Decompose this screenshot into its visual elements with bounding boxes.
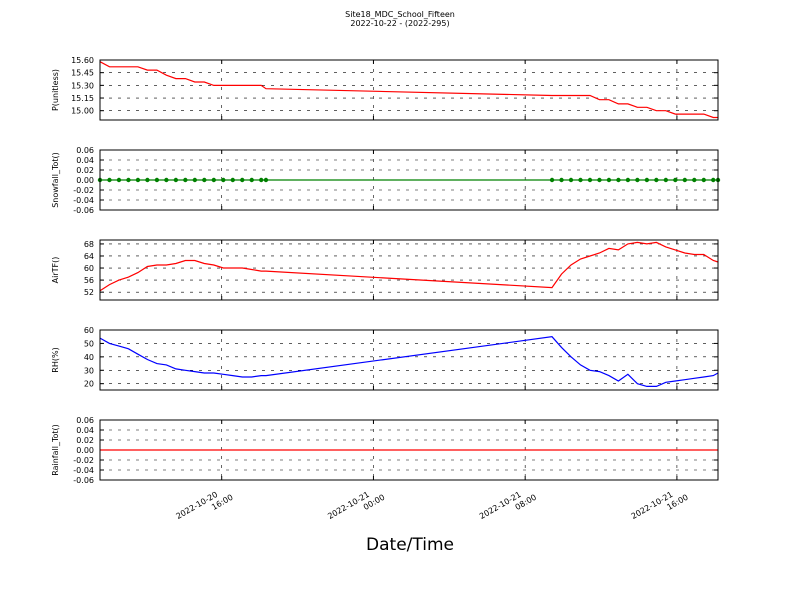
- y-tick-label: 0.06: [76, 416, 94, 425]
- y-tick-label: -0.06: [73, 476, 94, 485]
- data-point: [682, 177, 688, 183]
- y-axis-label: P(unitless): [51, 69, 60, 111]
- y-tick-label: -0.04: [73, 196, 94, 205]
- data-point: [616, 177, 621, 183]
- data-point: [559, 177, 564, 183]
- data-point: [116, 177, 122, 183]
- y-tick-label: 0.02: [76, 166, 94, 175]
- y-tick-label: 15.15: [71, 94, 94, 103]
- y-axis-label: Snowfall_Tot(): [51, 152, 60, 208]
- data-point: [249, 177, 254, 183]
- y-tick-label: 0.02: [76, 436, 94, 445]
- y-axis-label: Rainfall_Tot(): [51, 424, 60, 476]
- chart-title: Site18_MDC_School_Fifteen: [345, 10, 455, 19]
- data-point: [107, 177, 112, 183]
- data-point: [154, 177, 160, 183]
- y-tick-label: 52: [84, 288, 94, 297]
- data-point: [663, 177, 669, 183]
- y-tick-label: 40: [84, 353, 94, 362]
- plot-frame: [99, 59, 719, 121]
- plot-frame: [99, 329, 719, 391]
- y-tick-label: 50: [84, 339, 94, 348]
- data-line: [99, 61, 718, 119]
- data-point: [230, 177, 235, 183]
- y-tick-label: 0.04: [76, 156, 94, 165]
- data-point: [644, 177, 650, 183]
- y-tick-label: 56: [84, 276, 94, 285]
- y-tick-label: 60: [84, 264, 94, 273]
- y-tick-label: 68: [84, 240, 94, 249]
- data-point: [173, 177, 179, 183]
- chart-subtitle: 2022-10-22 - (2022-295): [350, 19, 449, 28]
- data-point: [701, 177, 706, 183]
- plot-frame: [99, 419, 719, 481]
- y-tick-label: -0.02: [73, 456, 94, 465]
- data-point: [126, 177, 131, 183]
- data-point: [211, 177, 217, 183]
- data-point: [549, 177, 555, 183]
- y-tick-label: 0.06: [76, 146, 94, 155]
- data-point: [692, 177, 697, 183]
- data-point: [568, 177, 574, 183]
- data-point: [221, 177, 226, 183]
- plot-frame: [99, 239, 719, 301]
- data-point: [145, 177, 150, 183]
- data-point: [673, 177, 678, 183]
- data-point: [711, 177, 716, 183]
- data-point: [263, 177, 269, 183]
- y-tick-label: -0.06: [73, 206, 94, 215]
- data-point: [183, 177, 188, 183]
- data-point: [625, 177, 631, 183]
- data-line: [99, 241, 719, 292]
- y-tick-label: 60: [84, 326, 94, 335]
- y-tick-label: 0.04: [76, 426, 94, 435]
- data-point: [654, 177, 659, 183]
- data-point: [259, 177, 264, 183]
- y-tick-label: -0.02: [73, 186, 94, 195]
- y-tick-label: 0.00: [76, 446, 94, 455]
- data-point: [164, 177, 169, 183]
- plot-frame: [99, 149, 719, 211]
- data-point: [202, 177, 207, 183]
- y-tick-label: 15.45: [71, 69, 94, 78]
- y-axis-label: RH(%): [51, 347, 60, 372]
- y-tick-label: 20: [84, 380, 94, 389]
- data-point: [597, 177, 602, 183]
- data-point: [240, 177, 245, 183]
- y-tick-label: 30: [84, 366, 94, 375]
- data-point: [192, 177, 198, 183]
- data-point: [587, 177, 593, 183]
- y-tick-label: 15.00: [71, 107, 94, 116]
- y-tick-label: 15.30: [71, 81, 94, 90]
- y-tick-label: 0.00: [76, 176, 94, 185]
- y-tick-label: -0.04: [73, 466, 94, 475]
- y-tick-label: 64: [84, 252, 94, 261]
- y-axis-label: AirTF(): [51, 257, 60, 284]
- data-point: [606, 177, 612, 183]
- data-line: [99, 336, 719, 387]
- y-tick-label: 15.60: [71, 56, 94, 65]
- data-point: [135, 177, 141, 183]
- data-point: [578, 177, 583, 183]
- x-axis-label: Date/Time: [366, 535, 454, 555]
- data-point: [635, 177, 640, 183]
